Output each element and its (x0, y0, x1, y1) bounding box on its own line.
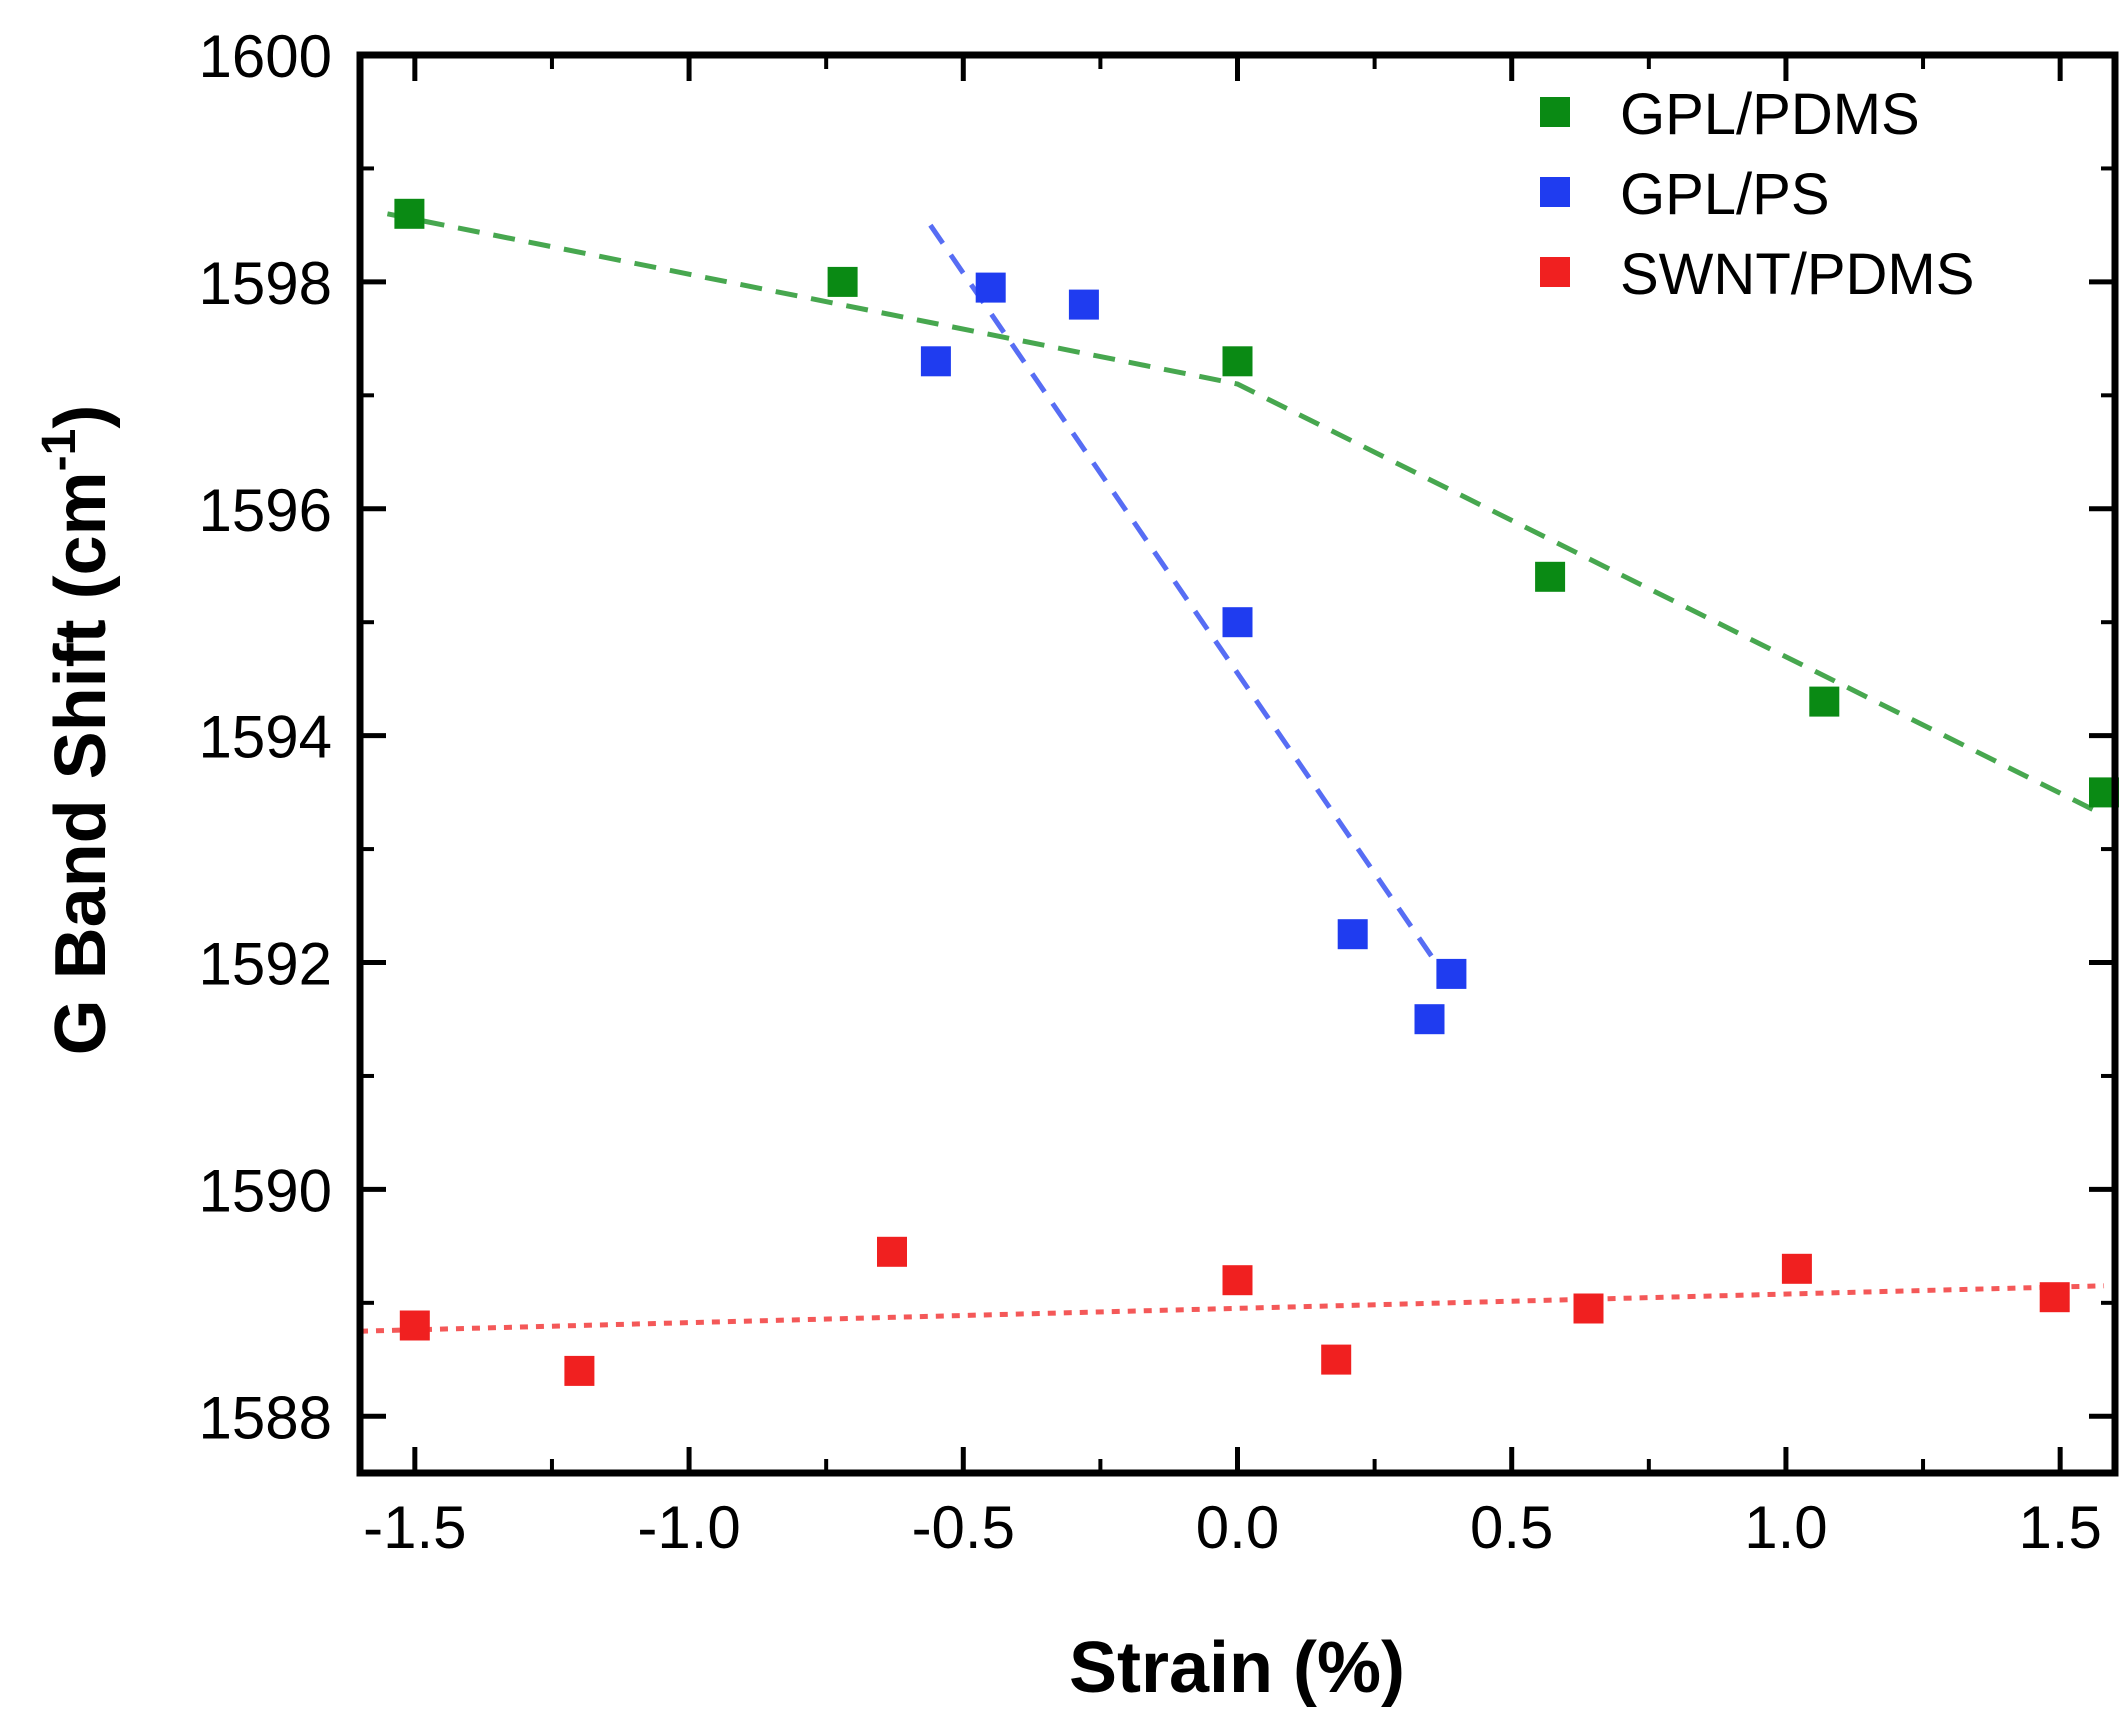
swnt-pdms-point (1781, 1253, 1812, 1284)
gpl-pdms-point (827, 266, 858, 297)
gpl-ps-point (1414, 1004, 1445, 1035)
gpl-ps-point (1436, 958, 1467, 989)
swnt-pdms-point (877, 1236, 907, 1267)
swnt-pdms-point (2039, 1282, 2070, 1313)
x-tick-label: 0.0 (1196, 1494, 1279, 1561)
legend-label-swnt-pdms: SWNT/PDMS (1620, 242, 1974, 307)
swnt-pdms-point (564, 1355, 595, 1386)
legend: GPL/PDMS GPL/PS SWNT/PDMS (1540, 82, 1974, 307)
swnt-pdms-point (399, 1310, 430, 1341)
x-tick-label: 0.5 (1470, 1494, 1553, 1561)
x-tick-label: 1.5 (2018, 1494, 2101, 1561)
legend-marker-gpl-ps (1540, 177, 1570, 207)
gpl-pdms-fit-line (386, 211, 2106, 818)
y-axis-title-close: ) (41, 405, 121, 429)
swnt-pdms-point (1321, 1344, 1352, 1375)
legend-label-gpl-pdms: GPL/PDMS (1620, 82, 1920, 147)
gpl-pdms-point (1222, 346, 1253, 377)
data-points (394, 198, 2119, 1386)
y-axis-title: G Band Shift (cm-1) (33, 405, 121, 1056)
gpl-pdms-point (394, 198, 425, 229)
legend-marker-gpl-pdms (1540, 97, 1570, 127)
y-tick-label: 1598 (199, 250, 332, 317)
y-tick-label: 1596 (199, 477, 332, 544)
gpl-ps-point (1337, 919, 1368, 950)
legend-label-gpl-ps: GPL/PS (1620, 162, 1830, 227)
fit-lines (359, 211, 2106, 1334)
swnt-pdms-point (1573, 1293, 1604, 1324)
y-axis-title-sup: -1 (33, 429, 86, 472)
x-tick-label: -1.0 (637, 1494, 740, 1561)
gpl-ps-point (1222, 607, 1253, 638)
y-tick-label: 1590 (199, 1157, 332, 1224)
gpl-ps-point (1068, 289, 1099, 320)
tick-labels: -1.5 -1.0 -0.5 0.0 0.5 1.0 1.5 1588 1590 1592 1594… (199, 23, 2102, 1561)
swnt-pdms-point (1222, 1265, 1253, 1296)
axis-ticks (360, 52, 2115, 1473)
x-tick-label: -1.5 (363, 1494, 466, 1561)
x-axis-title: Strain (%) (1069, 1628, 1405, 1708)
gpl-ps-point (975, 272, 1006, 303)
gpl-pdms-point (1809, 686, 1840, 717)
y-tick-label: 1588 (199, 1384, 332, 1451)
legend-marker-swnt-pdms (1540, 257, 1570, 287)
y-tick-label: 1592 (199, 931, 332, 998)
gpl-ps-fit-line (928, 223, 1454, 987)
y-tick-label: 1594 (199, 704, 332, 771)
x-tick-label: -0.5 (912, 1494, 1015, 1561)
y-axis-title-main: G Band Shift (cm (41, 471, 121, 1055)
swnt-pdms-fit-line (359, 1283, 2105, 1334)
gpl-ps-point (920, 346, 951, 377)
y-tick-label: 1600 (199, 23, 332, 90)
gpl-pdms-point (1535, 561, 1566, 592)
x-tick-label: 1.0 (1744, 1494, 1827, 1561)
